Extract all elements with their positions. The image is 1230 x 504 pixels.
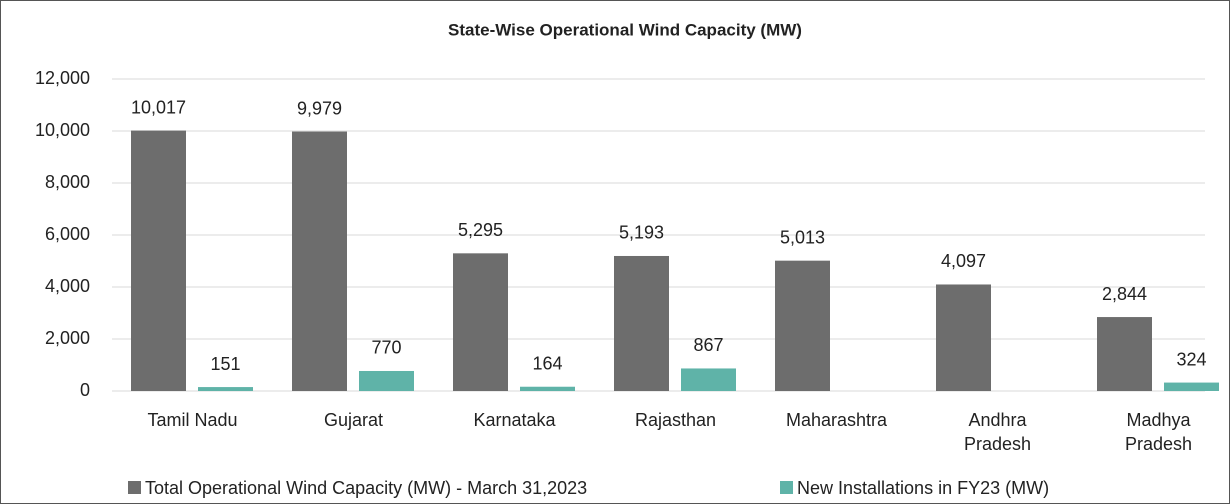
y-tick-label: 4,000 xyxy=(45,276,90,296)
value-label: 5,013 xyxy=(780,227,825,247)
y-tick-label: 6,000 xyxy=(45,224,90,244)
y-tick-label: 10,000 xyxy=(35,120,90,140)
x-tick-label: Tamil Nadu xyxy=(147,410,237,430)
bar xyxy=(936,284,991,391)
legend-swatch xyxy=(780,481,793,494)
y-tick-label: 12,000 xyxy=(35,68,90,88)
bar xyxy=(131,130,186,392)
x-tick-label: Andhra Pradesh xyxy=(964,410,1031,454)
bar xyxy=(614,255,669,391)
value-label: 4,097 xyxy=(941,251,986,271)
chart-title: State-Wise Operational Wind Capacity (MW… xyxy=(448,20,802,39)
x-tick-label: Maharashtra xyxy=(786,410,888,430)
y-tick-label: 8,000 xyxy=(45,172,90,192)
bar xyxy=(198,387,253,391)
value-label: 164 xyxy=(532,353,562,373)
value-label: 867 xyxy=(693,335,723,355)
bar xyxy=(520,386,575,391)
x-tick-label: Gujarat xyxy=(324,410,383,430)
bar xyxy=(1097,317,1152,391)
bar xyxy=(359,370,414,391)
legend-label: New Installations in FY23 (MW) xyxy=(797,478,1049,498)
legend-label: Total Operational Wind Capacity (MW) - M… xyxy=(145,478,587,498)
bar xyxy=(681,368,736,391)
bar xyxy=(1164,382,1219,391)
x-tick-label: Rajasthan xyxy=(635,410,716,430)
bar xyxy=(775,260,830,391)
value-label: 5,193 xyxy=(619,223,664,243)
value-label: 770 xyxy=(371,338,401,358)
x-tick-label: Madhya Pradesh xyxy=(1125,410,1192,454)
bar xyxy=(453,253,508,391)
value-label: 9,979 xyxy=(297,98,342,118)
y-tick-label: 2,000 xyxy=(45,328,90,348)
value-label: 324 xyxy=(1176,349,1206,369)
value-label: 2,844 xyxy=(1102,284,1147,304)
legend-swatch xyxy=(128,481,141,494)
x-tick-label: Karnataka xyxy=(473,410,556,430)
value-label: 10,017 xyxy=(131,97,186,117)
bar xyxy=(292,131,347,391)
y-tick-label: 0 xyxy=(80,380,90,400)
value-label: 151 xyxy=(210,354,240,374)
value-label: 5,295 xyxy=(458,220,503,240)
